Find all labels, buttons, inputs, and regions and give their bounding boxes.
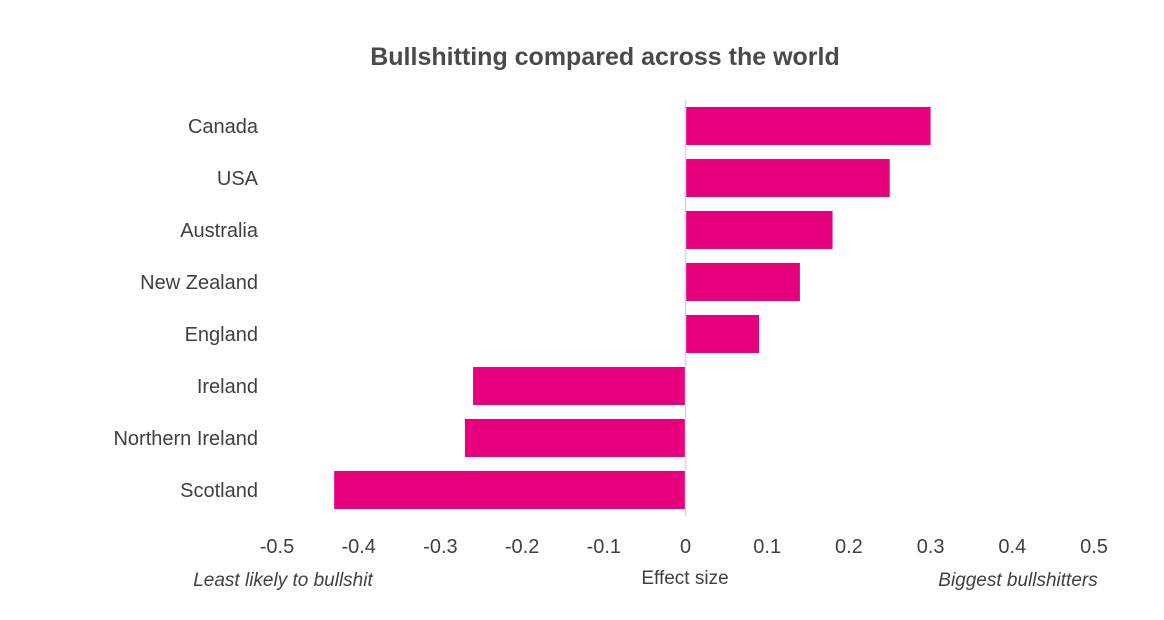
x-tick-label: -0.5 [260,536,294,558]
x-axis-left-note: Least likely to bullshit [193,570,373,591]
bar-ireland [473,367,686,405]
x-axis-right-note: Biggest bullshitters [938,570,1098,591]
x-tick-label: -0.2 [505,536,539,558]
bar-northern-ireland [464,419,686,457]
x-tick-label: 0.3 [917,536,945,558]
category-label: England [185,324,258,346]
category-labels: Canada USA Australia New Zealand England Irel… [113,116,258,502]
tick-labels: -0.5 -0.4 -0.3 -0.2 -0.1 0 0.1 0.2 0.3 0.4 0.5 [260,536,1108,558]
x-axis-label: Effect size [641,568,728,589]
x-tick-label: -0.3 [423,536,457,558]
x-tick-label: -0.1 [587,536,621,558]
category-label: Northern Ireland [113,428,258,450]
bar-england [685,315,760,353]
category-label: Ireland [197,376,258,398]
x-tick-label: 0.2 [835,536,863,558]
category-label: Australia [180,220,259,242]
bar-scotland [334,471,686,509]
category-label: Canada [188,116,259,138]
chart-title: Bullshitting compared across the world [370,43,840,71]
bars-group [334,107,931,509]
x-tick-label: 0.4 [998,536,1026,558]
x-tick-label: 0 [680,536,691,558]
x-tick-label: -0.4 [341,536,375,558]
x-tick-label: 0.1 [753,536,781,558]
x-tick-label: 0.5 [1080,536,1108,558]
bar-usa [685,159,890,197]
bar-canada [685,107,931,145]
category-label: Scotland [180,480,258,502]
bar-new-zealand [685,263,800,301]
category-label: USA [217,168,259,190]
category-label: New Zealand [140,272,258,294]
bar-australia [685,211,833,249]
